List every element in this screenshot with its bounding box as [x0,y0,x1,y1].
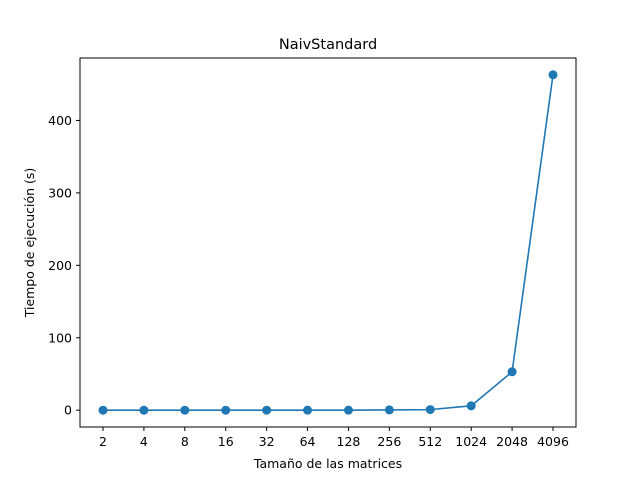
x-tick-label: 8 [181,434,189,449]
series-layer [98,70,558,415]
x-tick-label: 256 [377,434,401,449]
y-axis-ticks: 0 100 200 300 400 [48,113,80,418]
data-point-1024 [466,401,476,411]
data-point-128 [343,405,353,415]
data-point-16 [221,405,231,415]
x-tick-label: 2048 [496,434,528,449]
series-line [103,74,554,411]
x-axis-ticks: 2 4 8 16 32 64 128 256 512 1024 2048 4096 [99,427,569,449]
data-point-8 [180,405,190,415]
y-tick-label: 200 [48,258,72,273]
x-axis-label: Tamaño de las matrices [253,456,402,471]
data-point-32 [262,405,272,415]
data-point-4 [139,405,149,415]
y-tick-label: 100 [48,330,72,345]
chart-title: NaivStandard [279,37,377,53]
x-tick-label: 4 [140,434,148,449]
y-tick-label: 400 [48,113,72,128]
y-axis-label: Tiempo de ejecución (s) [22,168,37,319]
data-point-64 [303,405,313,415]
data-point-512 [425,405,435,415]
y-tick-label: 0 [64,403,72,418]
x-tick-label: 1024 [455,434,487,449]
axes-frame [79,57,577,428]
y-tick-label: 300 [48,185,72,200]
data-point-2 [98,405,108,415]
x-tick-label: 512 [418,434,442,449]
x-tick-label: 128 [337,434,361,449]
x-tick-label: 16 [218,434,234,449]
x-tick-label: 64 [300,434,316,449]
x-tick-label: 2 [99,434,107,449]
plot-area [80,58,576,427]
data-point-4096 [548,70,558,80]
data-point-256 [384,405,394,415]
axes-background [80,58,576,427]
data-point-2048 [507,367,517,377]
x-tick-label: 4096 [537,434,569,449]
x-tick-label: 32 [259,434,275,449]
